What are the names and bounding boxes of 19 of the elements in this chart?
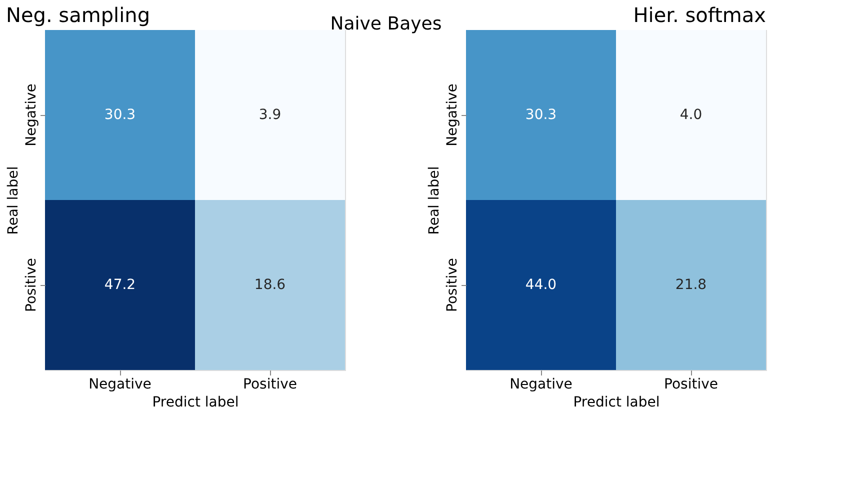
data-label: 3.9 xyxy=(258,107,282,123)
data-label: 44.0 xyxy=(525,277,557,293)
x-axis-title: Predict label xyxy=(152,394,239,410)
data-label: 47.2 xyxy=(104,277,136,293)
data-label: 4.0 xyxy=(680,107,702,123)
x-tick-label: Negative xyxy=(88,376,152,392)
data-label: 18.6 xyxy=(254,277,286,293)
chart-title: Hier. softmax xyxy=(633,3,766,27)
y-axis-title: Real label xyxy=(426,166,442,235)
x-tick-label: Positive xyxy=(664,376,718,392)
x-tick-label: Positive xyxy=(243,376,297,392)
x-axis-title: Predict label xyxy=(573,394,660,410)
data-label: 30.3 xyxy=(525,107,557,123)
y-axis-title: Real label xyxy=(6,166,22,235)
chart-title: Neg. sampling xyxy=(6,3,150,27)
x-tick-label: Negative xyxy=(510,376,572,392)
annotation: Naive Bayes xyxy=(330,14,442,34)
data-label: 21.8 xyxy=(675,277,707,293)
data-label: 30.3 xyxy=(104,107,136,123)
